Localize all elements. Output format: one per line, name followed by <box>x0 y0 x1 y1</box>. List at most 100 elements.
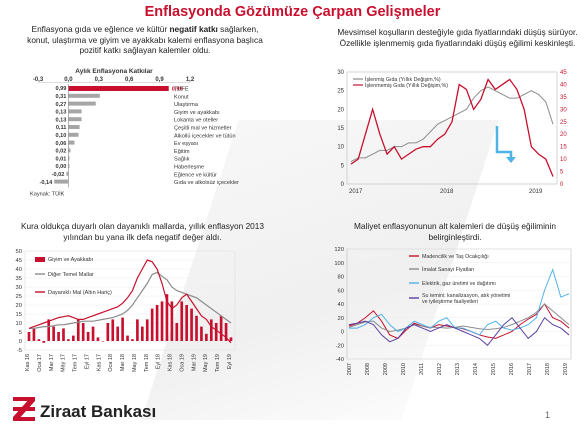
legend-label: Elektrik, gaz üretimi ve dağıtımı <box>422 281 496 287</box>
bar <box>54 179 69 184</box>
x-tick-label: May 19 <box>203 354 209 372</box>
y-tick-label: 30 <box>16 285 22 291</box>
text-bottom-right: Maliyet enflasyonunun alt kalemleri de d… <box>354 221 556 242</box>
bar <box>200 326 203 341</box>
category-label: Sağlık <box>174 157 190 163</box>
series-line <box>350 86 554 163</box>
bar <box>42 341 46 343</box>
value-label: 0,01 <box>56 156 67 162</box>
bar <box>165 294 169 341</box>
y-tick-right: 30 <box>560 107 567 113</box>
bar <box>205 333 208 341</box>
y-tick-label: 20 <box>16 303 22 309</box>
text-bottom-left: Kura oldukça duyarlı olan dayanıklı mall… <box>20 221 265 242</box>
bar <box>136 319 139 341</box>
x-tick-label: 2012 <box>437 363 443 375</box>
bar <box>47 319 51 341</box>
y-tick-right: 15 <box>560 145 567 151</box>
bar <box>160 301 164 341</box>
category-label: Gıda ve alkolsüz içecekler <box>174 180 239 186</box>
series-line <box>29 271 232 330</box>
x-tick-label: 2019 <box>529 189 543 195</box>
x-tick-label: 2011 <box>419 363 425 375</box>
value-label: 0,99 <box>56 86 67 92</box>
series-line <box>348 303 570 333</box>
value-label: -0,14 <box>39 180 53 186</box>
bar <box>185 305 188 341</box>
x-tick-label: Oca 19 <box>179 354 185 372</box>
x-tick-label: 2013 <box>455 363 461 375</box>
y-tick-right: 35 <box>560 95 567 101</box>
y-tick-label: 50 <box>16 249 22 255</box>
y-tick-label: 45 <box>16 258 22 264</box>
trend-arrow-head-icon <box>506 157 516 163</box>
y-tick-label: 120 <box>334 247 344 253</box>
y-tick-label: 0 <box>19 339 22 345</box>
y-tick-left: 30 <box>337 70 344 76</box>
value-label: 0,27 <box>56 102 67 108</box>
bar <box>229 337 233 341</box>
x-tick-label: 2017 <box>349 189 363 195</box>
bar <box>140 326 144 341</box>
bar <box>72 335 75 341</box>
contributions-bar-chart: Aylık Enflasyona Katkılar -0,3 0,0 0,3 0,6 0,… <box>30 68 239 197</box>
y-tick-left: 10 <box>337 145 344 151</box>
y-tick-label: 35 <box>16 276 22 282</box>
x-tick-label: 2007 <box>347 363 353 375</box>
bar <box>91 326 95 341</box>
value-label: -0,02 <box>52 172 65 178</box>
legend-label: İşlenmemiş Gıda (Yıllık Değişim,%) <box>365 82 448 89</box>
bar <box>219 315 223 341</box>
bar <box>131 339 134 341</box>
y-tick-right: 25 <box>560 120 567 126</box>
x-tick-label: May 17 <box>61 354 67 372</box>
bar <box>68 125 80 129</box>
bar <box>68 164 70 168</box>
series-line <box>28 259 232 344</box>
text-top-left-bold: negatif katkı <box>169 24 218 34</box>
bar <box>101 341 105 342</box>
y-tick-right: 45 <box>560 70 567 76</box>
bar <box>76 319 80 341</box>
ziraat-logo: Ziraat Bankası <box>13 397 156 421</box>
x-tick-label: 0,6 <box>125 77 134 83</box>
durable-goods-chart: -5 0 5 10 15 20 25 30 35 40 45 50 Kas 16 Oca 17 Mar 17… <box>16 249 236 372</box>
bar <box>96 337 100 341</box>
value-label-highlight: 0,99 <box>172 87 183 93</box>
x-tick-label: Tem 19 <box>215 354 221 372</box>
x-tick-label: Eyl 19 <box>227 354 233 369</box>
series-line <box>350 78 554 177</box>
bar <box>66 171 69 176</box>
x-tick-label: 2015 <box>491 363 497 375</box>
category-label: Ev eşyası <box>174 141 199 147</box>
bar <box>68 93 100 98</box>
page-title: Enflasyonda Gözümüze Çarpan Gelişmeler <box>144 4 441 20</box>
bar <box>175 323 179 341</box>
x-tick-label: Oca 18 <box>108 354 114 372</box>
bar <box>52 326 55 341</box>
bar <box>81 323 85 341</box>
bar <box>57 332 60 341</box>
cost-inflation-chart: -40 -20 0 20 40 60 80 100 120 2007 2008 2009 2010 201… <box>334 247 572 375</box>
category-label: Eğitim <box>174 149 190 155</box>
logo-text: Ziraat Bankası <box>40 402 156 421</box>
x-tick-label: Mar 17 <box>49 354 55 371</box>
plot-area <box>24 250 236 351</box>
bar <box>155 305 159 341</box>
x-tick-label: 0,0 <box>64 77 73 83</box>
legend-label-line: ve iyileştirme faaliyetleri <box>422 299 478 305</box>
bar <box>68 86 169 91</box>
bar <box>62 328 65 341</box>
bar <box>126 335 129 341</box>
category-label: Konut <box>174 94 189 100</box>
bar <box>68 109 82 114</box>
x-tick-label: 1,2 <box>186 77 195 83</box>
y-tick-right: 5 <box>560 170 564 176</box>
series-line <box>349 268 570 336</box>
value-label: 0,02 <box>56 149 67 155</box>
ziraat-wheat-icon <box>13 397 35 421</box>
y-tick-label: -5 <box>17 348 22 354</box>
x-tick-label: 2019 <box>563 363 569 375</box>
bar <box>195 315 198 341</box>
bar <box>150 308 154 341</box>
